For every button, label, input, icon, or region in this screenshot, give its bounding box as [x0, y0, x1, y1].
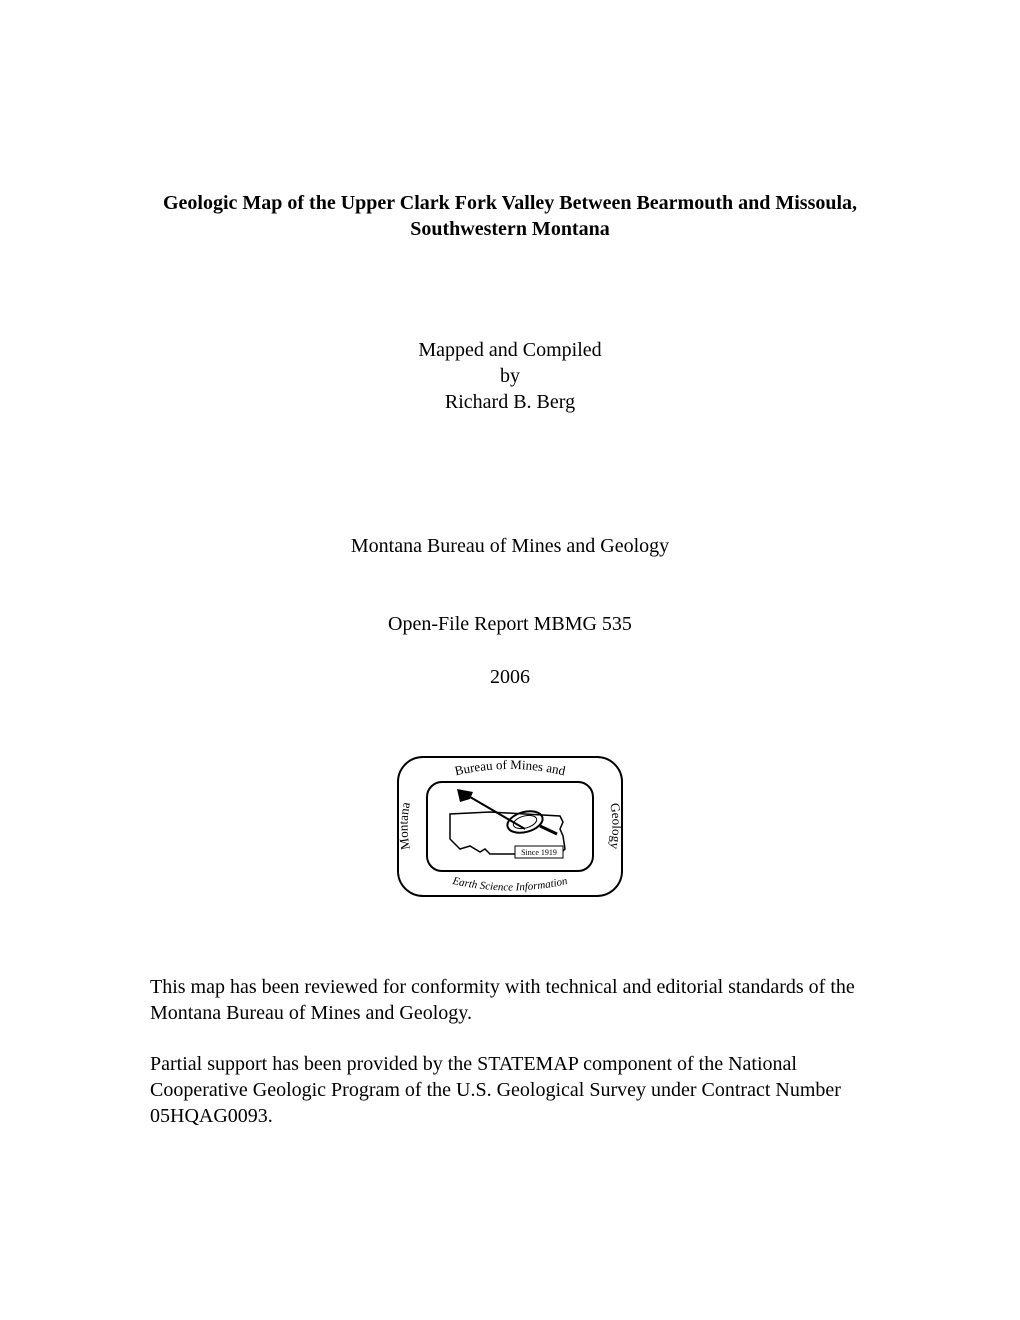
- mbmg-logo: Bureau of Mines and Montana Geology Eart…: [395, 754, 625, 899]
- author-block: Mapped and Compiled by Richard B. Berg: [150, 337, 870, 415]
- support-text: Partial support has been provided by the…: [150, 1051, 870, 1129]
- svg-text:Bureau of Mines and: Bureau of Mines and: [453, 757, 567, 779]
- logo-container: Bureau of Mines and Montana Geology Eart…: [150, 754, 870, 899]
- svg-text:Since 1919: Since 1919: [521, 848, 557, 857]
- report-number: Open-File Report MBMG 535: [150, 613, 870, 636]
- year: 2006: [150, 666, 870, 689]
- document-title: Geologic Map of the Upper Clark Fork Val…: [150, 190, 870, 242]
- author-line-1: Mapped and Compiled: [150, 337, 870, 363]
- svg-text:Earth Science Information: Earth Science Information: [451, 875, 569, 894]
- bureau-name: Montana Bureau of Mines and Geology: [150, 535, 870, 558]
- disclaimer-text: This map has been reviewed for conformit…: [150, 974, 870, 1026]
- svg-text:Montana: Montana: [395, 801, 412, 851]
- author-line-2: by: [150, 363, 870, 389]
- author-line-3: Richard B. Berg: [150, 389, 870, 415]
